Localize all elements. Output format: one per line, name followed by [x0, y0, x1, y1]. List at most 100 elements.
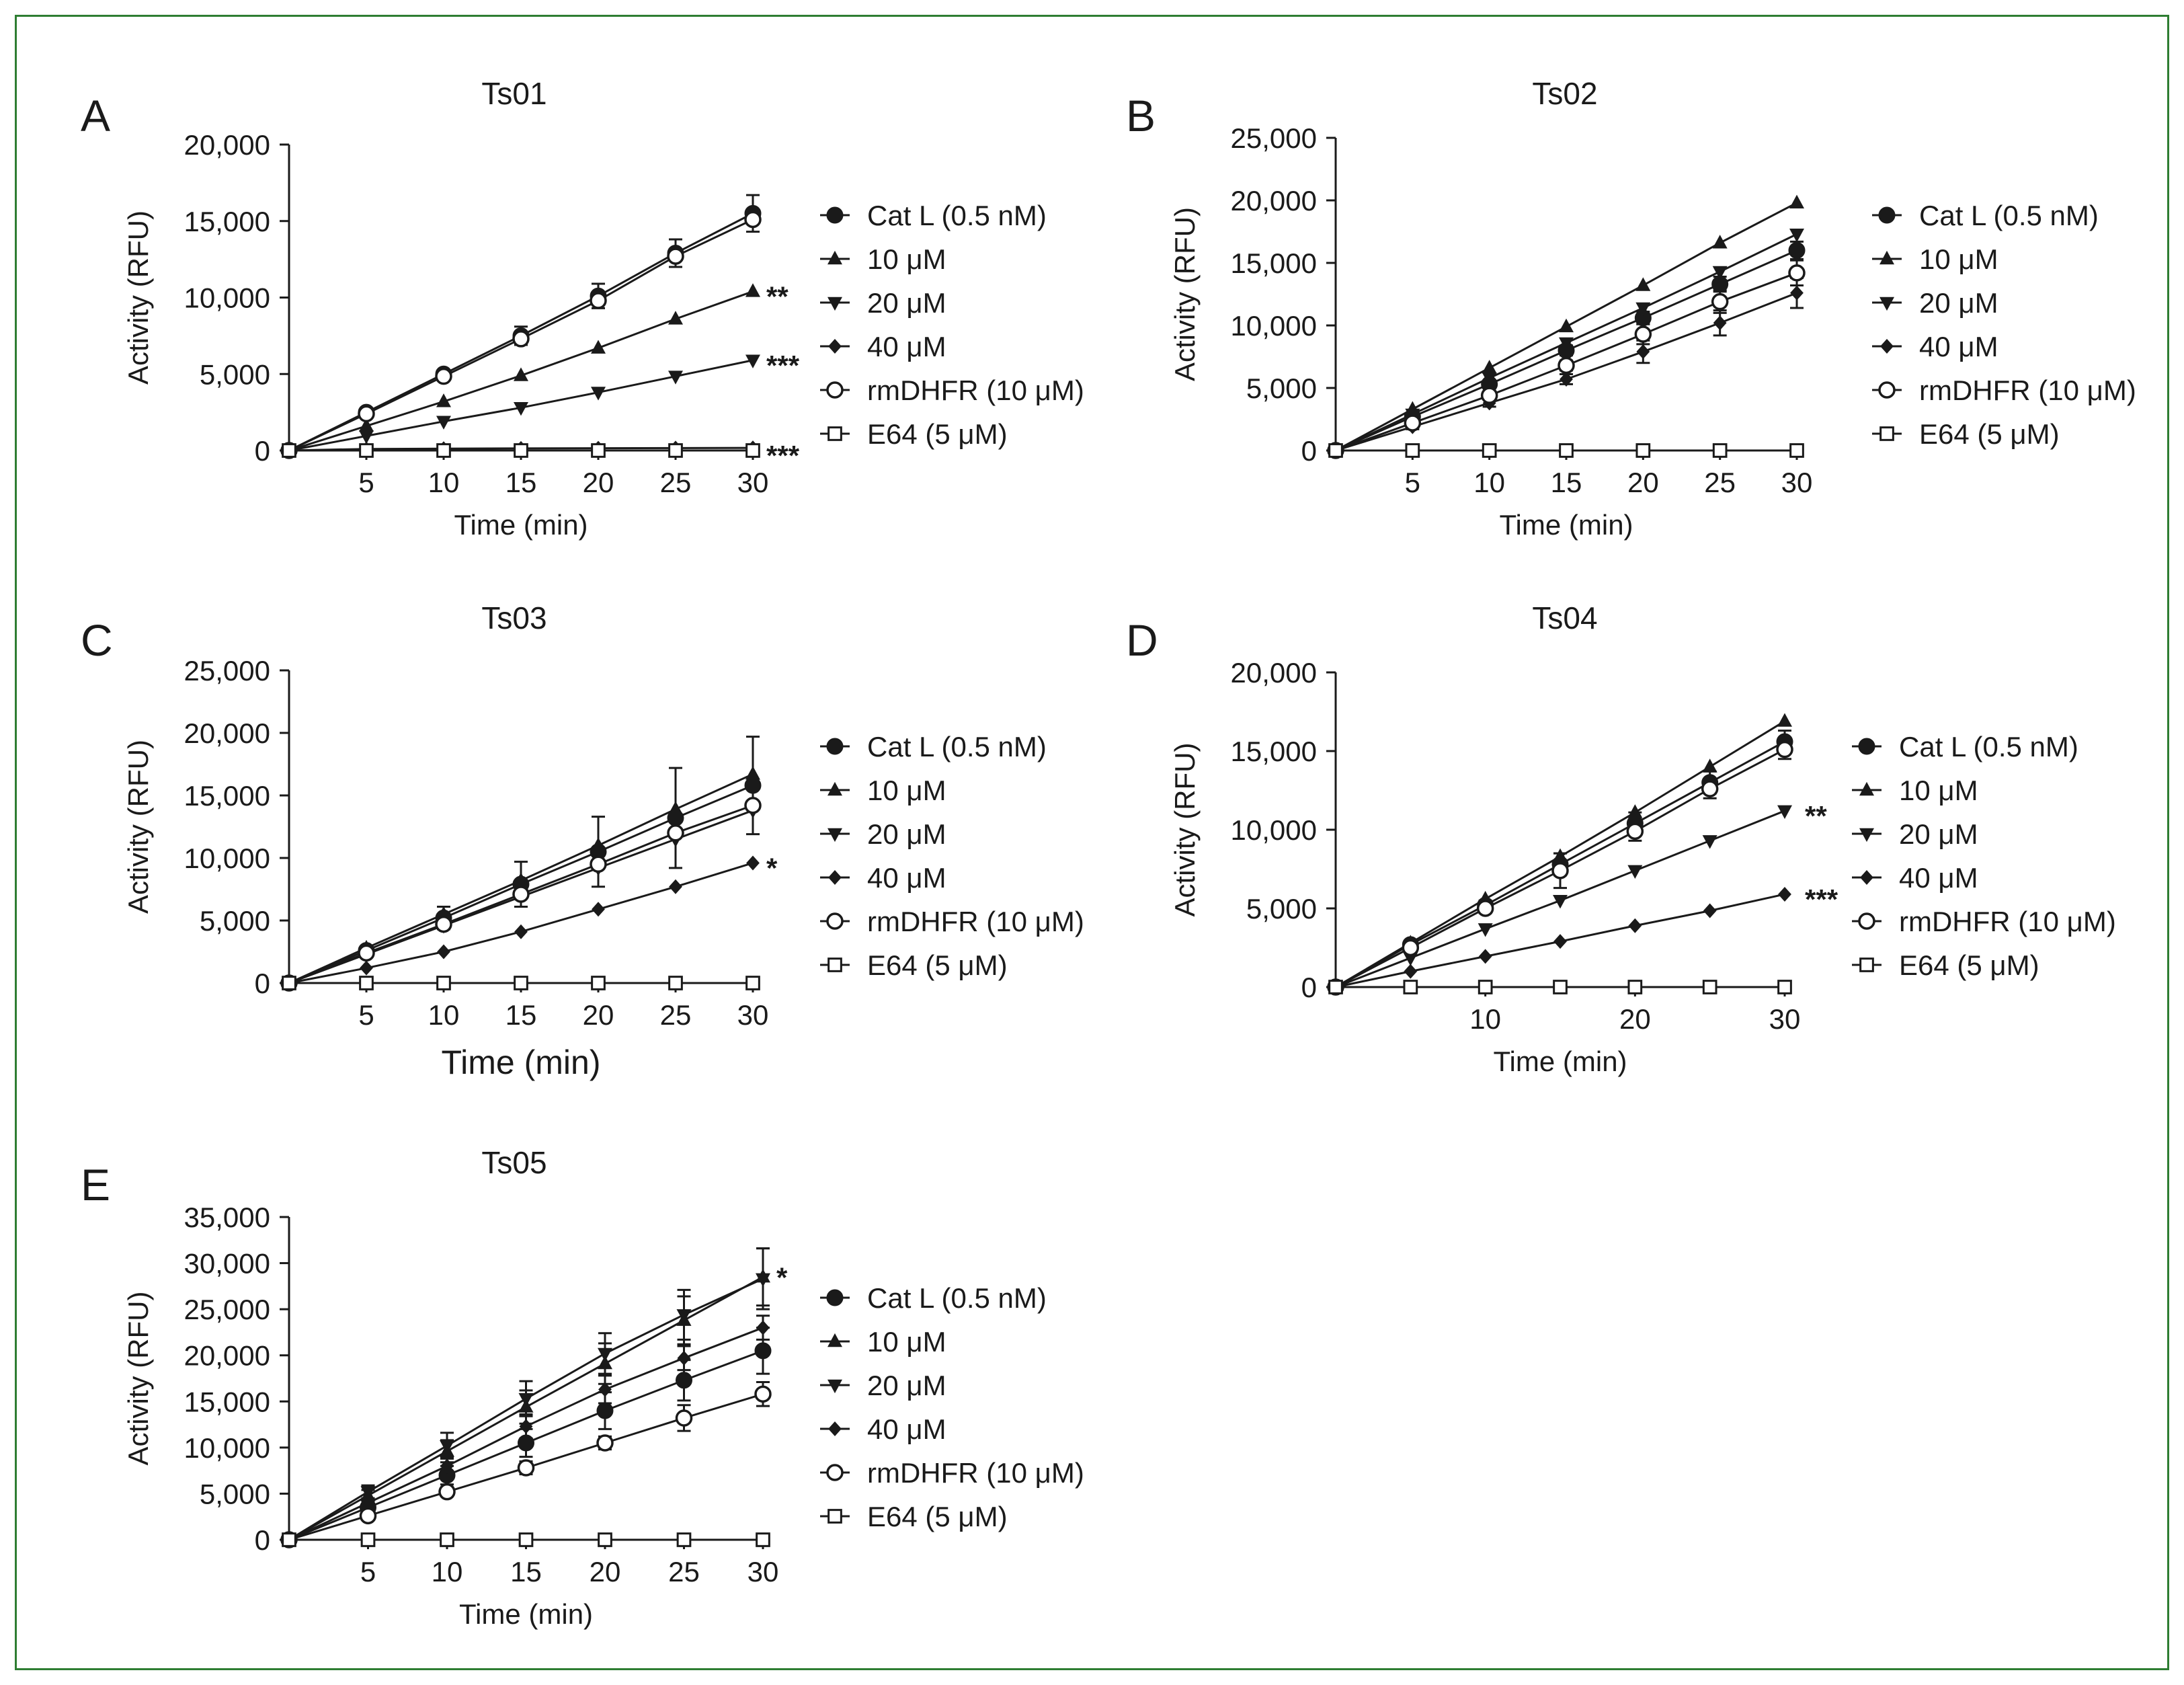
data-point [1789, 228, 1804, 243]
x-tick-label: 30 [747, 1556, 779, 1588]
data-point [1635, 302, 1651, 317]
y-tick-label: 20,000 [184, 129, 270, 161]
chart-title: Ts01 [481, 76, 547, 111]
series-3 [282, 1247, 770, 1549]
data-point [1634, 325, 1652, 343]
x-tick-label: 30 [1781, 467, 1813, 498]
legend-marker [826, 206, 844, 224]
legend-marker [827, 297, 842, 311]
data-point [1790, 285, 1804, 301]
data-point [1559, 443, 1574, 458]
data-point [1328, 980, 1343, 994]
data-point [436, 393, 451, 407]
legend-marker [827, 828, 842, 842]
data-point [1404, 964, 1418, 979]
data-point [358, 944, 375, 962]
y-tick-label: 10,000 [1231, 814, 1317, 846]
data-point [1703, 903, 1717, 918]
legend-marker [828, 870, 842, 885]
data-point [598, 1347, 612, 1362]
legend: Cat L (0.5 nM) 10 μM 20 μM 40 μM rmDHFR (10 … [820, 731, 1084, 981]
legend-marker [1879, 426, 1894, 441]
data-point [518, 1393, 534, 1407]
legend: Cat L (0.5 nM) 10 μM 20 μM 40 μM rmDHFR (10 … [820, 200, 1084, 450]
y-tick-label: 15,000 [1231, 247, 1317, 279]
data-point [1712, 235, 1728, 249]
legend-label: 10 μM [1899, 775, 1978, 806]
data-point [668, 370, 683, 385]
chart-title: Ts03 [481, 600, 547, 635]
data-point [1702, 980, 1717, 994]
x-axis-label: Time (min) [459, 1598, 593, 1630]
chart-title: Ts04 [1532, 600, 1597, 635]
legend-label: E64 (5 μM) [867, 949, 1008, 981]
legend-label: 10 μM [867, 1326, 946, 1358]
data-point [1628, 918, 1642, 933]
y-tick-label: 5,000 [200, 1478, 270, 1510]
data-point [1478, 923, 1493, 937]
data-point [282, 443, 296, 458]
series-6 [282, 1532, 770, 1547]
data-point [745, 976, 760, 990]
y-axis-label: Activity (RFU) [1169, 207, 1201, 381]
x-tick-label: 5 [358, 467, 374, 498]
x-tick-label: 5 [358, 999, 374, 1031]
y-tick-label: 5,000 [1246, 373, 1317, 404]
legend-marker [1878, 381, 1896, 399]
data-point [360, 1532, 376, 1547]
x-tick-label: 5 [1405, 467, 1420, 498]
x-tick-label: 25 [660, 999, 692, 1031]
x-axis-label: Time (min) [1499, 509, 1633, 541]
x-tick-label: 10 [428, 999, 460, 1031]
y-tick-label: 0 [255, 435, 270, 467]
data-point [1559, 337, 1574, 352]
x-tick-label: 20 [590, 1556, 621, 1588]
x-tick-label: 30 [1769, 1003, 1801, 1035]
legend-label: 40 μM [867, 331, 946, 362]
data-point [1776, 740, 1793, 758]
x-axis-label: Time (min) [1493, 1046, 1627, 1077]
data-point [1789, 443, 1804, 458]
data-point [514, 443, 528, 458]
series-5 [1327, 259, 1806, 459]
data-point [1476, 900, 1494, 917]
data-point [756, 1320, 770, 1335]
legend-label: rmDHFR (10 μM) [867, 906, 1084, 937]
y-tick-label: 0 [1301, 435, 1317, 467]
data-point [1551, 862, 1569, 879]
data-point [517, 1459, 535, 1477]
data-point [1558, 356, 1575, 375]
legend-marker [827, 1509, 842, 1524]
data-point [1789, 194, 1804, 208]
data-point [438, 1483, 456, 1501]
legend-label: 10 μM [867, 775, 946, 806]
legend-marker [1878, 206, 1896, 224]
data-point [677, 1350, 691, 1366]
y-tick-label: 0 [1301, 972, 1317, 1003]
data-point [591, 387, 606, 401]
x-tick-label: 10 [1473, 467, 1505, 498]
series-6 [1328, 980, 1792, 994]
data-point [754, 1342, 772, 1360]
data-point [359, 976, 374, 990]
y-tick-label: 5,000 [200, 358, 270, 390]
data-point [1478, 949, 1492, 964]
x-tick-label: 15 [1551, 467, 1582, 498]
panel-letter: D [1126, 615, 1158, 665]
panel-letter: C [81, 615, 113, 665]
legend-label: 40 μM [1919, 331, 1998, 362]
data-point [360, 1486, 376, 1500]
x-tick-label: 15 [505, 467, 537, 498]
legend-marker [1879, 297, 1894, 311]
series-2 [282, 283, 760, 457]
series-1 [280, 736, 762, 992]
data-point [1482, 360, 1497, 374]
significance-mark: *** [766, 350, 800, 381]
data-point [744, 777, 762, 794]
data-point [514, 872, 528, 886]
legend-label: 20 μM [1919, 287, 1998, 319]
chart-title: Ts02 [1532, 76, 1597, 111]
data-point [1778, 886, 1791, 902]
data-point [360, 960, 373, 976]
data-point [514, 976, 528, 990]
